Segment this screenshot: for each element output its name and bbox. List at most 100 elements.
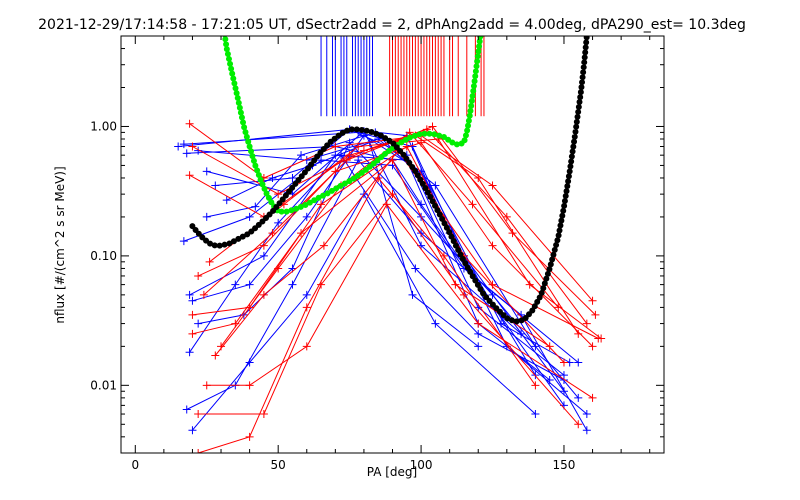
data-point-red <box>488 181 497 190</box>
data-point-red <box>274 264 283 273</box>
data-point-red <box>202 381 211 390</box>
x-tick-label: 100 <box>410 458 433 472</box>
data-point-red <box>374 173 383 182</box>
data-point-blue <box>274 218 283 227</box>
data-point-blue <box>531 410 540 419</box>
data-point-red <box>451 280 460 289</box>
y-tick-label: 0.10 <box>90 249 117 263</box>
data-point-blue <box>268 173 277 182</box>
data-point-red <box>297 229 306 238</box>
y-axis-label: nflux [#/(cm^2 s sr MeV)] <box>53 166 67 323</box>
data-point-red <box>205 257 214 266</box>
data-point-blue <box>188 296 197 305</box>
series-line-blue <box>215 128 565 376</box>
data-point-red <box>439 251 448 260</box>
data-point-blue <box>497 319 506 328</box>
series-line-blue <box>186 145 565 406</box>
data-point-blue <box>182 405 191 414</box>
data-point-blue <box>559 375 568 384</box>
data-point-blue <box>202 167 211 176</box>
series-line-red <box>209 138 602 339</box>
data-point-red <box>194 410 203 419</box>
data-point-red <box>259 410 268 419</box>
fit-curve-black <box>189 36 590 325</box>
series-line-red <box>206 203 593 399</box>
data-point-blue <box>488 290 497 299</box>
data-point-blue <box>297 151 306 160</box>
data-point-red <box>459 290 468 299</box>
series-line-blue <box>226 141 479 347</box>
data-point-red <box>554 303 563 312</box>
data-point-blue <box>174 142 183 151</box>
data-point-red <box>319 241 328 250</box>
x-tick-label: 150 <box>553 458 576 472</box>
data-point-blue <box>194 319 203 328</box>
data-point-red <box>488 280 497 289</box>
data-point-blue <box>559 387 568 396</box>
data-point-red <box>574 420 583 429</box>
data-point-blue <box>288 280 297 289</box>
data-point-blue <box>188 426 197 435</box>
data-point-blue <box>179 140 188 149</box>
data-point-blue <box>222 196 231 205</box>
data-point-red <box>188 142 197 151</box>
data-point-red <box>574 329 583 338</box>
data-point-red <box>274 190 283 199</box>
data-point-blue <box>182 149 191 158</box>
data-point-red <box>525 280 534 289</box>
data-point-red <box>188 310 197 319</box>
data-point-red <box>268 229 277 238</box>
data-point-red <box>559 358 568 367</box>
data-point-blue <box>185 348 194 357</box>
data-point-red <box>194 449 203 453</box>
data-point-blue <box>259 251 268 260</box>
fit-curve-green <box>221 36 484 215</box>
series-line-blue <box>189 154 551 381</box>
data-point-red <box>388 190 397 199</box>
data-point-blue <box>354 156 363 165</box>
data-point-red <box>185 171 194 180</box>
data-point-red <box>188 329 197 338</box>
data-point-blue <box>317 156 326 165</box>
data-point-red <box>402 142 411 151</box>
data-point-red <box>582 319 591 328</box>
data-point-red <box>199 290 208 299</box>
data-point-red <box>588 393 597 402</box>
data-point-blue <box>288 173 297 182</box>
x-axis-label: PA [deg] <box>367 465 417 479</box>
series-line-red <box>198 177 536 453</box>
y-tick-label: 1.00 <box>90 119 117 133</box>
chart-title: 2021-12-29/17:14:58 - 17:21:05 UT, dSect… <box>38 17 746 33</box>
data-point-blue <box>185 290 194 299</box>
data-point-red <box>591 310 600 319</box>
series-line-blue <box>178 128 536 376</box>
data-point-red <box>259 241 268 250</box>
data-point-red <box>342 156 351 165</box>
data-point-red <box>531 381 540 390</box>
data-point-red <box>185 119 194 128</box>
data-point-blue <box>251 202 260 211</box>
data-point-blue <box>431 319 440 328</box>
series-line-red <box>214 149 599 356</box>
data-point-red <box>597 334 606 343</box>
data-point-red <box>259 290 268 299</box>
data-point-red <box>382 200 391 209</box>
plot-area <box>174 36 606 453</box>
data-point-red <box>468 200 477 209</box>
data-point-red <box>545 342 554 351</box>
data-point-blue <box>574 358 583 367</box>
data-point-blue <box>231 280 240 289</box>
data-point-red <box>331 142 340 151</box>
data-point-blue <box>179 237 188 246</box>
data-point-red <box>317 280 326 289</box>
data-point-red <box>428 122 437 131</box>
data-point-blue <box>582 410 591 419</box>
axes: 0 50 100 150 0.01 0.10 1.00 <box>90 35 664 472</box>
data-point-red <box>245 432 254 441</box>
data-point-red <box>302 342 311 351</box>
data-point-red <box>474 319 483 328</box>
series-line-red <box>192 159 550 347</box>
data-point-blue <box>245 212 254 221</box>
data-point-red <box>588 342 597 351</box>
